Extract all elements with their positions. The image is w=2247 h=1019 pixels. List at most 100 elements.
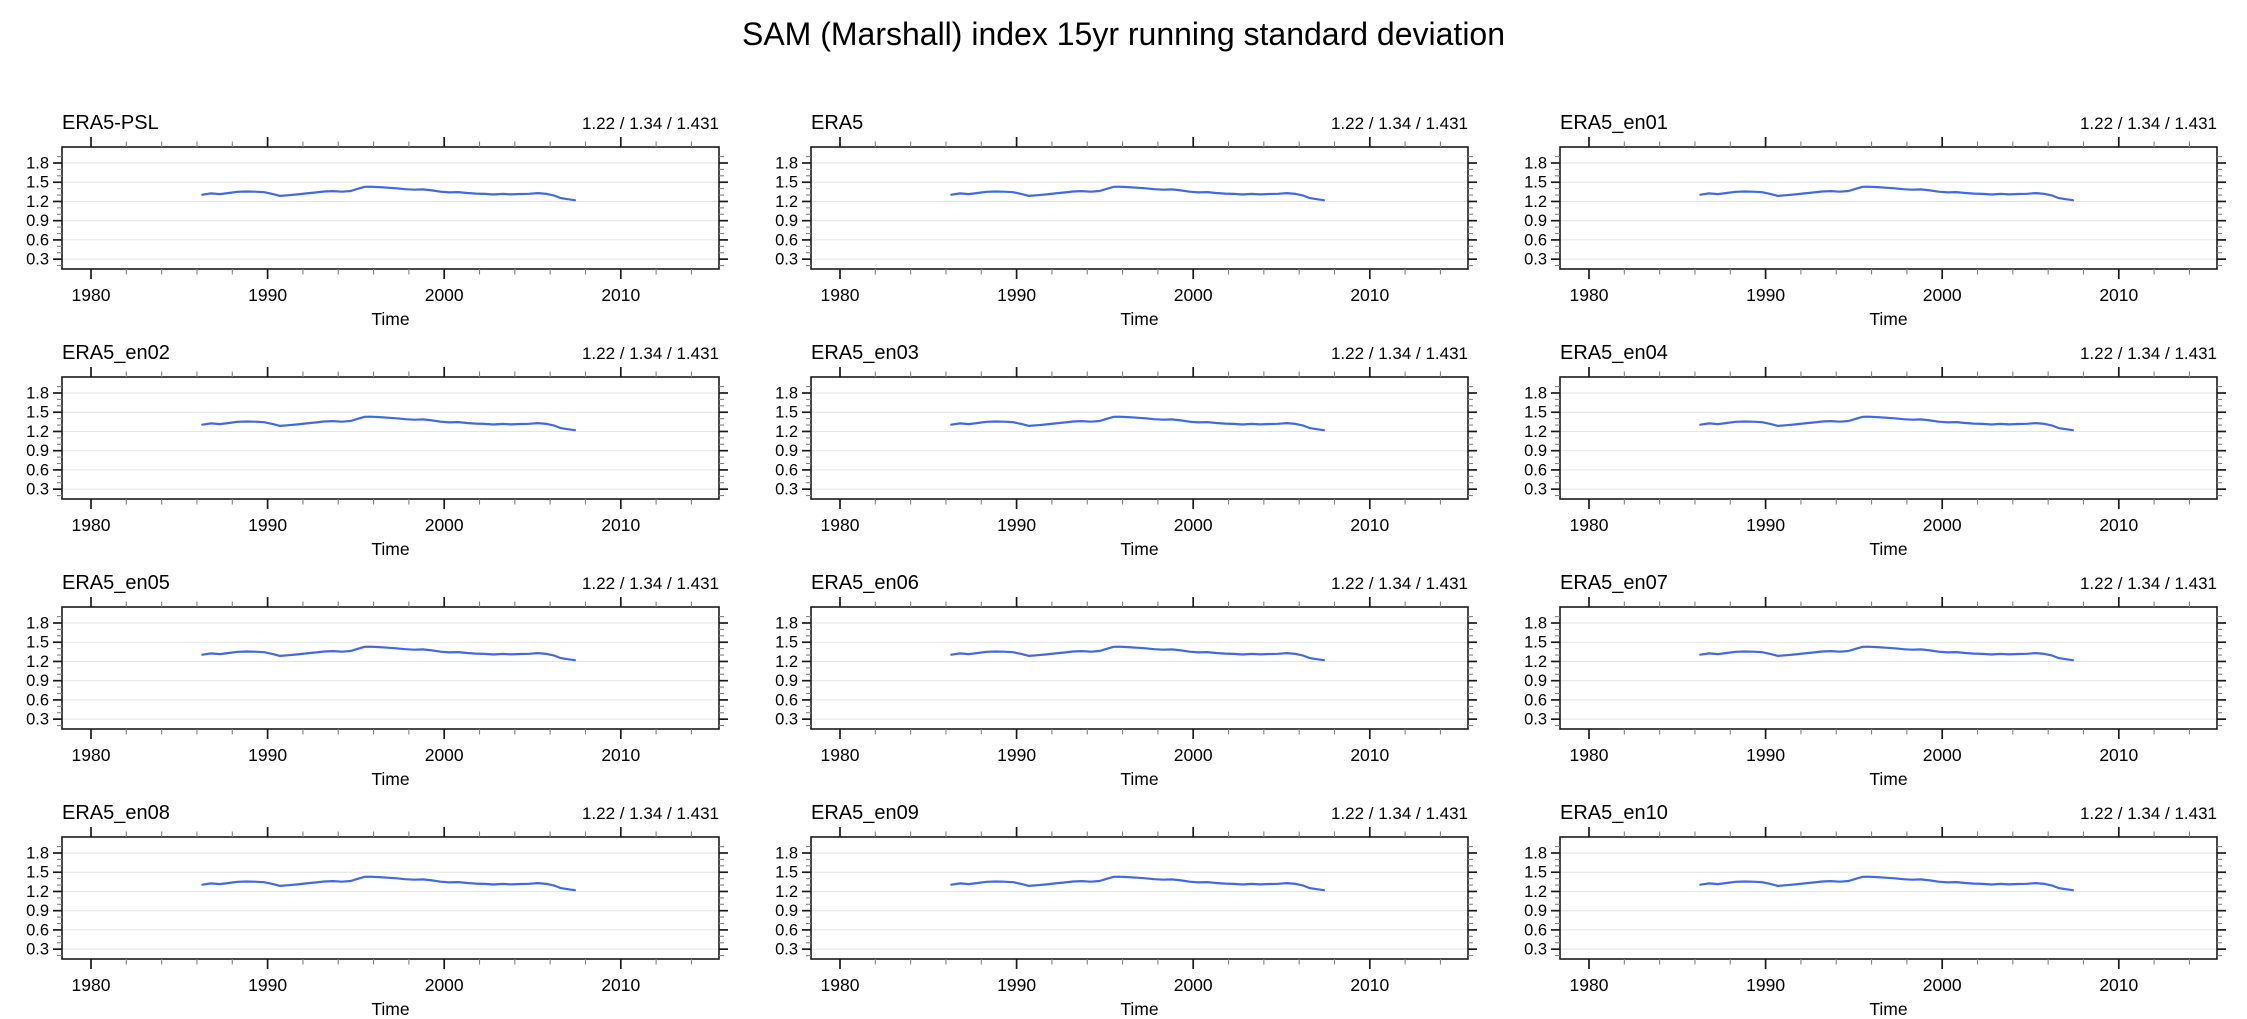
y-tick-label: 1.5 [775, 864, 798, 882]
panel-title: ERA5_en03 [811, 342, 919, 364]
x-tick-label: 1990 [1746, 745, 1785, 765]
x-tick-label: 1990 [248, 515, 287, 535]
y-tick-label: 0.3 [26, 941, 49, 959]
time-axis-label: Time [1869, 309, 1907, 329]
time-axis-label: Time [371, 309, 409, 329]
x-tick-label: 2010 [601, 745, 640, 765]
time-axis-label: Time [1120, 539, 1158, 559]
y-tick-label: 1.8 [775, 385, 798, 403]
y-tick-label: 0.6 [1524, 231, 1547, 249]
plot-box [810, 606, 1469, 730]
data-line [201, 875, 577, 892]
panel-title: ERA5_en07 [1560, 572, 1668, 594]
chart-panel: 1.8 1.5 1.2 0.9 0.6 0.3 1980 1990 2000 2010 ERA5 1.… [749, 99, 1498, 329]
y-tick-label: 0.9 [1524, 212, 1547, 230]
time-axis-label: Time [1869, 999, 1907, 1019]
panel-title: ERA5_en09 [811, 802, 919, 824]
panel-stats: 1.22 / 1.34 / 1.431 [2080, 574, 2217, 593]
chart-panel: 1.8 1.5 1.2 0.9 0.6 0.3 1980 1990 2000 2010 ERA5_e… [1498, 99, 2247, 329]
data-line [201, 415, 577, 432]
x-tick-label: 2000 [1174, 745, 1213, 765]
x-tick-label: 1980 [1570, 745, 1609, 765]
chart-panel: 1.8 1.5 1.2 0.9 0.6 0.3 1980 1990 2000 2010 ERA5_e… [0, 329, 749, 559]
x-tick-label: 2000 [425, 285, 464, 305]
chart-panel: 1.8 1.5 1.2 0.9 0.6 0.3 1980 1990 2000 2010 ERA5_e… [0, 559, 749, 789]
panel-title: ERA5 [811, 112, 863, 134]
x-tick-label: 2010 [601, 975, 640, 995]
y-tick-label: 0.3 [1524, 251, 1547, 269]
plot-box [810, 376, 1469, 500]
y-tick-label: 1.2 [26, 883, 49, 901]
y-tick-label: 1.2 [775, 653, 798, 671]
time-axis-label: Time [1869, 539, 1907, 559]
time-axis-label: Time [1869, 769, 1907, 789]
y-tick-label: 0.6 [26, 461, 49, 479]
plot-svg: 1.81.51.20.90.6 0.3 1980 1990 2000 2010 ERA5_e… [1524, 802, 2226, 1019]
y-tick-label: 1.2 [775, 883, 798, 901]
y-tick-label: 0.9 [775, 212, 798, 230]
x-tick-label: 1990 [997, 515, 1036, 535]
x-tick-label: 2010 [1350, 515, 1389, 535]
y-tick-label: 0.9 [1524, 672, 1547, 690]
y-tick-label: 1.2 [1524, 653, 1547, 671]
y-tick-label: 1.2 [26, 423, 49, 441]
y-tick-label: 0.6 [775, 461, 798, 479]
y-tick-label: 0.9 [1524, 442, 1547, 460]
plot-box [810, 836, 1469, 960]
plot-box [1559, 836, 2218, 960]
y-tick-label: 1.2 [26, 653, 49, 671]
chart-panel: 1.8 1.5 1.2 0.9 0.6 0.3 1980 1990 2000 2010 ERA5_e… [749, 559, 1498, 789]
panel-stats: 1.22 / 1.34 / 1.431 [2080, 114, 2217, 133]
y-tick-label: 0.6 [1524, 461, 1547, 479]
x-tick-label: 1980 [72, 745, 111, 765]
plot-box [810, 146, 1469, 270]
x-tick-label: 2010 [1350, 745, 1389, 765]
y-tick-label: 0.3 [1524, 941, 1547, 959]
chart-panel: 1.8 1.5 1.2 0.9 0.6 0.3 1980 1990 2000 2010 ERA5_e… [749, 329, 1498, 559]
x-tick-label: 2000 [425, 515, 464, 535]
x-tick-label: 1980 [821, 975, 860, 995]
data-line [950, 415, 1326, 432]
x-tick-label: 1980 [72, 285, 111, 305]
time-axis-label: Time [371, 769, 409, 789]
y-tick-label: 0.9 [26, 212, 49, 230]
x-tick-label: 1980 [1570, 285, 1609, 305]
y-tick-label: 0.9 [26, 672, 49, 690]
y-tick-label: 0.3 [775, 711, 798, 729]
x-tick-label: 2000 [425, 975, 464, 995]
y-tick-label: 1.8 [1524, 845, 1547, 863]
y-tick-label: 0.3 [26, 711, 49, 729]
chart-panel: 1.8 1.5 1.2 0.9 0.6 0.3 1980 1990 2000 2010 ERA5_e… [1498, 329, 2247, 559]
y-tick-label: 1.5 [1524, 174, 1547, 192]
panel-title: ERA5-PSL [62, 112, 159, 134]
chart-panel: 1.8 1.5 1.2 0.9 0.6 0.3 1980 1990 2000 2010 ERA5-P… [0, 99, 749, 329]
y-tick-label: 0.3 [775, 251, 798, 269]
x-tick-label: 2010 [2099, 975, 2138, 995]
plot-svg: 1.81.51.20.90.6 0.3 1980 1990 2000 2010 ERA5_e… [26, 802, 728, 1019]
panel-title: ERA5_en10 [1560, 802, 1668, 824]
y-tick-label: 0.6 [26, 921, 49, 939]
y-tick-label: 1.2 [1524, 193, 1547, 211]
y-tick-label: 0.6 [1524, 691, 1547, 709]
x-tick-label: 2010 [2099, 745, 2138, 765]
plot-svg: 1.81.51.20.90.6 0.3 1980 1990 2000 2010 ERA5 1.… [775, 112, 1477, 329]
y-tick-label: 0.3 [1524, 711, 1547, 729]
time-axis-label: Time [371, 539, 409, 559]
y-tick-label: 1.2 [775, 423, 798, 441]
y-tick-label: 0.6 [775, 921, 798, 939]
x-tick-label: 2000 [1174, 285, 1213, 305]
plot-box [61, 606, 720, 730]
x-tick-label: 2000 [425, 745, 464, 765]
panel-stats: 1.22 / 1.34 / 1.431 [582, 574, 719, 593]
chart-panel: 1.8 1.5 1.2 0.9 0.6 0.3 1980 1990 2000 2010 ERA5_e… [0, 789, 749, 1019]
x-tick-label: 1990 [997, 285, 1036, 305]
y-tick-label: 1.8 [26, 845, 49, 863]
x-tick-label: 2000 [1923, 975, 1962, 995]
y-tick-label: 0.6 [775, 231, 798, 249]
plot-box [1559, 606, 2218, 730]
panel-title: ERA5_en05 [62, 572, 170, 594]
panel-title: ERA5_en06 [811, 572, 919, 594]
x-tick-label: 1990 [248, 285, 287, 305]
x-tick-label: 1990 [1746, 285, 1785, 305]
x-tick-label: 1990 [997, 975, 1036, 995]
